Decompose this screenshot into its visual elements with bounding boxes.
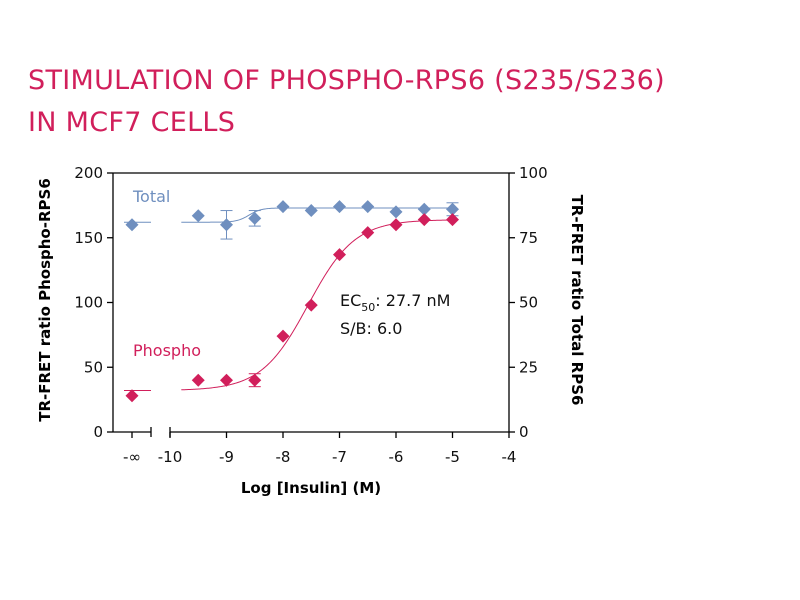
y-right-tick-label: 100 (519, 164, 548, 182)
ec50-annotation: EC50: 27.7 nM (340, 291, 450, 314)
x-tick-label: -4 (502, 448, 517, 466)
data-point-phospho (220, 373, 233, 387)
data-point-phospho (417, 213, 431, 227)
chart-title: STIMULATION OF PHOSPHO-RPS6 (S235/S236) … (28, 60, 788, 144)
y-right-tick-label: 75 (519, 229, 538, 247)
series-label-phospho: Phospho (133, 341, 201, 360)
ec50-value: : 27.7 nM (375, 291, 450, 310)
x-tick-label: -10 (158, 448, 183, 466)
data-point-total (417, 202, 431, 216)
y-axis-title-left: TR-FRET ratio Phospho-RPS6 (36, 178, 54, 422)
data-point-phospho (333, 248, 346, 262)
x-tick-label: -∞ (123, 448, 141, 466)
data-points (125, 200, 459, 403)
data-point-total (333, 200, 346, 214)
data-point-total (361, 200, 375, 214)
series-label-total: Total (132, 187, 170, 206)
ec50-label: EC (340, 291, 361, 310)
data-point-phospho-zero-dose (125, 389, 139, 403)
data-point-phospho (446, 213, 459, 227)
data-point-total (248, 211, 262, 225)
y-right-tick-label: 50 (519, 294, 538, 312)
x-tick-label: -6 (389, 448, 404, 466)
y-left-tick-label: 100 (74, 294, 103, 312)
data-point-total (220, 218, 233, 232)
data-point-phospho (191, 373, 205, 387)
x-tick-label: -5 (445, 448, 460, 466)
y-left-tick-label: 50 (84, 358, 103, 376)
y-axis-title-right: TR-FRET ratio Total RPS6 (568, 195, 586, 406)
chart-axes: 0 50 100 150 200 0 25 50 75 100 -∞ -10 -9 -8 -7 -6 -5 -4 (74, 164, 547, 466)
x-tick-label: -9 (219, 448, 234, 466)
data-point-total (389, 205, 403, 219)
data-point-phospho (248, 373, 262, 387)
x-axis-title: Log [Insulin] (M) (241, 479, 381, 497)
y-left-tick-label: 200 (74, 164, 103, 182)
data-point-phospho (304, 298, 318, 312)
y-left-tick-label: 150 (74, 229, 103, 247)
sb-annotation: S/B: 6.0 (340, 319, 402, 338)
data-point-phospho (276, 329, 290, 343)
y-right-tick-label: 25 (519, 358, 538, 376)
data-point-total-zero-dose (125, 218, 139, 232)
data-point-total (191, 209, 205, 223)
data-point-total (446, 202, 459, 216)
ec50-subscript: 50 (361, 301, 375, 314)
data-point-total (304, 204, 318, 218)
y-left-tick-label: 0 (93, 423, 103, 441)
data-point-phospho (389, 218, 403, 232)
title-line-1: STIMULATION OF PHOSPHO-RPS6 (S235/S236) (28, 65, 665, 96)
x-tick-label: -7 (332, 448, 347, 466)
data-point-phospho (361, 226, 375, 240)
title-line-2: IN MCF7 CELLS (28, 107, 236, 138)
y-right-tick-label: 0 (519, 423, 529, 441)
x-tick-label: -8 (276, 448, 291, 466)
data-point-total (276, 200, 290, 214)
